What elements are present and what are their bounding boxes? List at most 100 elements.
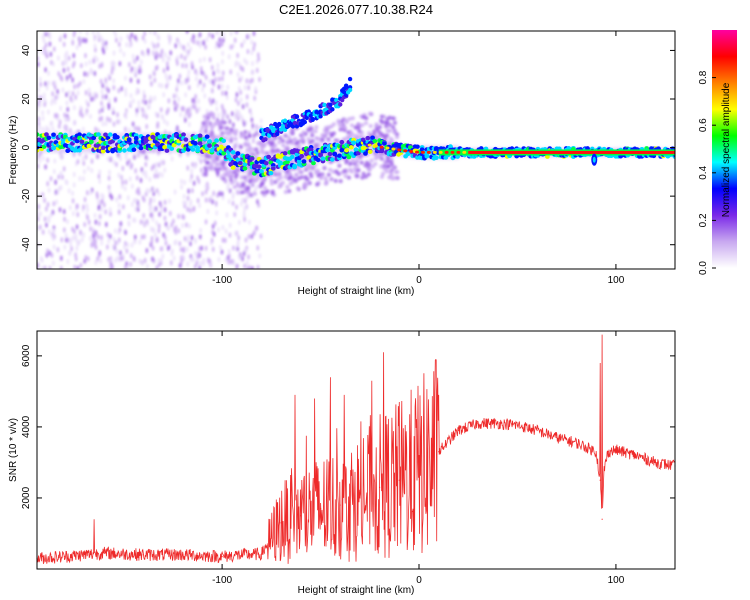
spectrogram-cell (53, 99, 57, 105)
spectrogram-cell (94, 219, 98, 225)
spectrogram-cell (109, 156, 113, 162)
spectrogram-cell (123, 185, 127, 192)
spectrogram-cell (50, 252, 54, 258)
spectrogram-cell (101, 121, 105, 127)
spectrogram-cell (128, 158, 131, 164)
spectrogram-cell (177, 39, 181, 46)
spectrogram-cell (106, 232, 110, 238)
spectrogram-cell (266, 140, 271, 145)
spectrogram-cell (240, 201, 243, 207)
spectrogram-cell (183, 55, 187, 61)
spectrogram-cell (89, 226, 92, 232)
spectrogram-cell (157, 228, 161, 234)
spectrogram-cell (63, 227, 66, 233)
spectrogram-cell (119, 221, 123, 227)
spectrogram-cell (204, 197, 208, 203)
spectrogram-cell (176, 102, 179, 109)
spectrogram-cell (112, 236, 116, 243)
spectrogram-cell (265, 189, 270, 194)
spectrogram-cell (146, 48, 150, 54)
spectrogram-cell (69, 73, 72, 79)
x-tick-label: 0 (416, 275, 422, 286)
spectrogram-cell (215, 106, 219, 112)
spectrogram-cell (37, 87, 40, 93)
spectrogram-cell (121, 179, 124, 186)
spectrogram-cell (251, 60, 254, 67)
spectrogram-cell (204, 125, 209, 130)
spectrogram-cell (350, 158, 355, 163)
spectrogram-cell (225, 126, 230, 131)
spectrogram-cell (155, 220, 158, 226)
spectrogram-cell (368, 124, 373, 129)
spectrogram-cell (85, 108, 89, 114)
spectrogram-cell (206, 208, 210, 215)
spectrogram-cell (289, 154, 295, 160)
spectrogram-cell (132, 98, 135, 104)
spectrogram-cell (157, 223, 161, 229)
spectrogram-cell (113, 61, 116, 67)
spectrogram-cell (206, 165, 211, 170)
spectrogram-cell (190, 147, 196, 152)
spectrogram-cell (252, 132, 256, 139)
spectrogram-cell (215, 31, 218, 36)
colorbar-tick-label: 0.8 (698, 70, 709, 84)
spectrogram-cell (105, 85, 108, 92)
spectrogram-cell (112, 85, 116, 91)
spectrogram-cell (122, 148, 127, 153)
spectrogram-cell (59, 170, 63, 176)
spectrogram-cell (189, 241, 192, 247)
spectrogram-cell (304, 115, 309, 121)
spectrogram-cell (245, 102, 249, 108)
snr-point (477, 422, 479, 424)
spectrogram-cell (198, 246, 202, 252)
spectrogram-cell (348, 145, 354, 150)
spectrogram-cell (199, 158, 203, 165)
spectrogram-cell (280, 180, 285, 185)
spectrogram-cell (142, 197, 146, 203)
spectrogram-cell (246, 48, 250, 55)
spectrogram-cell (328, 102, 333, 107)
spectrogram-cell (166, 225, 169, 231)
spectrogram-cell (185, 31, 189, 34)
spectrogram-cell (114, 32, 117, 38)
spectrogram-cell (94, 126, 97, 132)
spectrogram-cell (244, 248, 248, 254)
spectrogram-cell (124, 126, 127, 132)
spectrogram-cell (119, 47, 122, 54)
spectrogram-cell (251, 265, 254, 269)
spectrogram-cell (72, 120, 76, 126)
spectrogram-cell (142, 90, 146, 96)
spectrogram-cell (240, 75, 244, 81)
spectrogram-cell (84, 255, 88, 261)
spectrogram-cell (239, 65, 243, 71)
y-tick-label: -40 (21, 237, 32, 252)
spectrogram-cell (190, 235, 194, 241)
spectrogram-cell (108, 97, 111, 104)
spectrogram-cell (186, 261, 190, 267)
spectrogram-cell (58, 119, 62, 125)
spectrogram-cell (238, 219, 241, 225)
spectrogram-cell (49, 51, 53, 57)
spectrogram-cell (349, 133, 354, 138)
spectrogram-cell (102, 49, 106, 55)
spectrogram-cell (299, 153, 305, 159)
spectrogram-cell (148, 74, 152, 80)
spectrogram-cell (280, 138, 285, 143)
spectrogram-cell (97, 234, 100, 240)
snr-panel: -100 0 100 2000 4000 6000 Height of straight … (8, 330, 676, 596)
spectrogram-cell (178, 241, 182, 247)
spectrogram-cell (175, 83, 179, 89)
spectrogram-cell (52, 229, 56, 235)
spectrogram-cell (373, 144, 378, 148)
spectrogram-cell (221, 191, 224, 197)
spectrogram-cell (98, 178, 102, 184)
spectrogram-cell (252, 191, 257, 196)
spectrogram-cell (344, 148, 349, 153)
spectrogram-cell (293, 178, 298, 183)
spectrogram-cell (93, 242, 96, 248)
spectrogram-cell (124, 229, 127, 236)
spectrogram-cell (43, 216, 47, 222)
spectrogram-cell (43, 265, 47, 269)
snr-point (339, 504, 341, 506)
spectrogram-cell (225, 212, 229, 218)
